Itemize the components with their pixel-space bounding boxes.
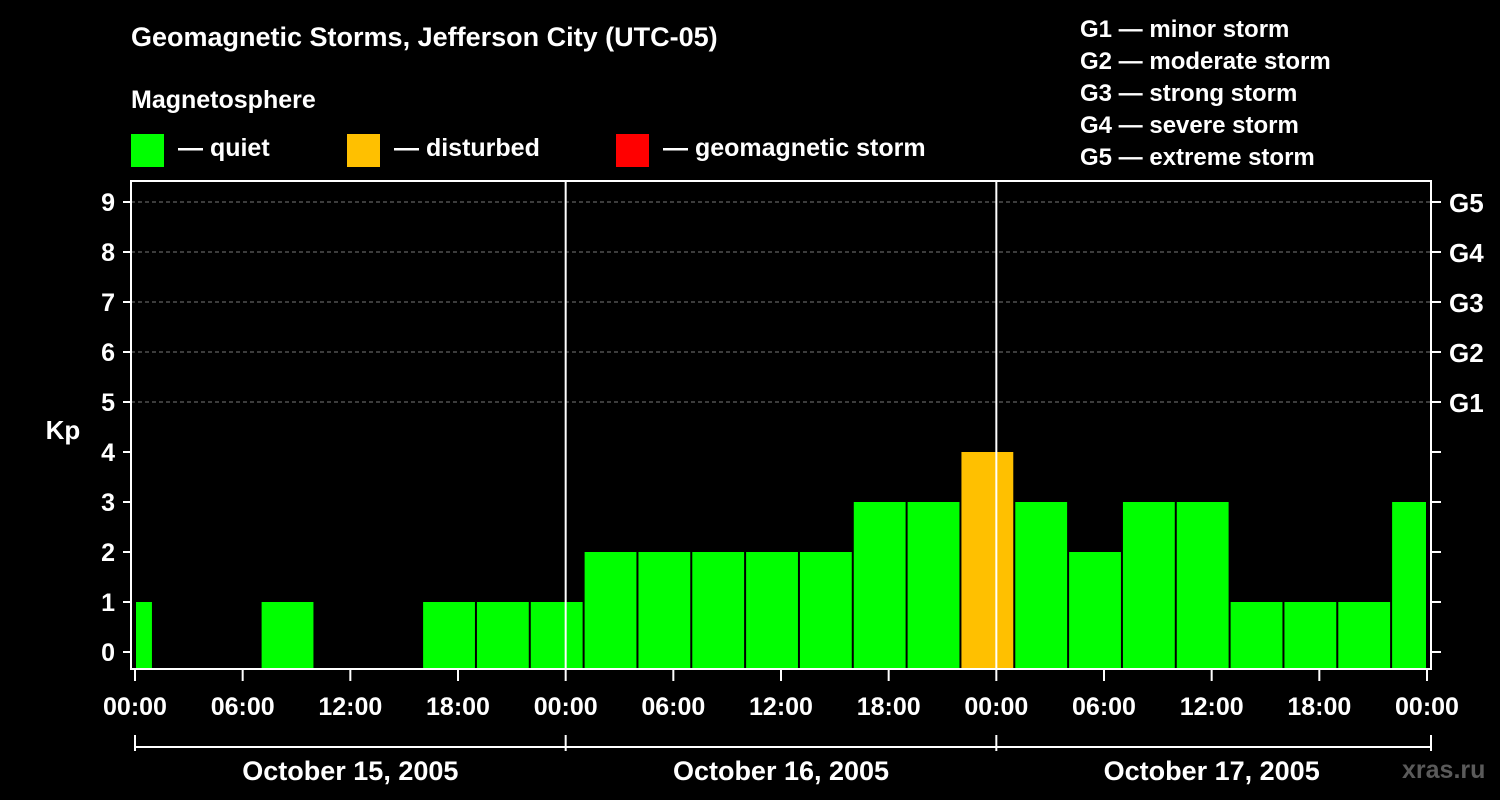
x-tick-label-8: 00:00 [964, 693, 1028, 721]
x-tick-label-12: 00:00 [1395, 693, 1459, 721]
g-level-label-G4: G4 [1449, 238, 1484, 268]
y-tick-label-1: 1 [101, 589, 115, 617]
x-tick-label-2: 12:00 [318, 693, 382, 721]
legend-label-disturbed: — disturbed [394, 134, 540, 162]
y-tick-label-7: 7 [101, 289, 115, 317]
g-scale-legend: G1 — minor storm G2 — moderate storm G3 … [1080, 14, 1331, 174]
legend-item-disturbed: — disturbed [347, 134, 587, 168]
bar-kp-4 [530, 602, 583, 669]
x-tick-label-7: 18:00 [857, 693, 921, 721]
g-scale-g3: G3 — strong storm [1080, 80, 1298, 107]
legend-item-storm: — geomagnetic storm [616, 134, 956, 168]
x-tick-label-0: 00:00 [103, 693, 167, 721]
bar-kp-10 [853, 502, 906, 669]
bar-kp-11 [907, 502, 960, 669]
magnetosphere-label: Magnetosphere [131, 86, 316, 114]
g-level-label-G2: G2 [1449, 338, 1484, 368]
bar-kp-19 [1338, 602, 1391, 669]
legend-swatch-disturbed [347, 134, 380, 167]
y-tick-label-8: 8 [101, 239, 115, 267]
y-tick-label-6: 6 [101, 339, 115, 367]
x-tick-label-6: 12:00 [749, 693, 813, 721]
date-label-0: October 15, 2005 [242, 756, 458, 786]
watermark: xras.ru [1402, 756, 1486, 784]
y-axis-label: Kp [46, 415, 81, 445]
date-label-1: October 16, 2005 [673, 756, 889, 786]
bar-kp-1 [261, 602, 314, 669]
bar-kp-8 [746, 552, 798, 669]
bar-kp-2 [423, 602, 475, 669]
y-tick-label-2: 2 [101, 539, 115, 567]
x-tick-label-9: 06:00 [1072, 693, 1136, 721]
g-level-label-G1: G1 [1449, 388, 1484, 418]
x-tick-label-4: 00:00 [534, 693, 598, 721]
g-scale-g5: G5 — extreme storm [1080, 144, 1315, 171]
bar-kp-20 [1392, 502, 1426, 669]
bar-kp-12 [961, 452, 1014, 669]
bar-kp-16 [1176, 502, 1229, 669]
x-tick-label-3: 18:00 [426, 693, 490, 721]
legend-swatch-quiet [131, 134, 164, 167]
bar-kp-17 [1230, 602, 1283, 669]
bar-kp-0 [136, 602, 152, 669]
x-tick-label-10: 12:00 [1180, 693, 1244, 721]
y-tick-label-4: 4 [101, 439, 115, 467]
y-tick-label-0: 0 [101, 639, 115, 667]
x-tick-label-11: 18:00 [1287, 693, 1351, 721]
y-tick-label-5: 5 [101, 389, 115, 417]
bar-kp-5 [584, 552, 637, 669]
y-tick-label-9: 9 [101, 189, 115, 217]
legend-label-quiet: — quiet [178, 134, 270, 162]
g-level-label-G5: G5 [1449, 188, 1484, 218]
bar-kp-18 [1284, 602, 1337, 669]
bar-kp-13 [1015, 502, 1068, 669]
chart-title: Geomagnetic Storms, Jefferson City (UTC-… [131, 22, 718, 52]
bar-kp-7 [692, 552, 745, 669]
legend-item-quiet: — quiet [131, 134, 331, 168]
bar-kp-9 [799, 552, 852, 669]
x-tick-label-5: 06:00 [641, 693, 705, 721]
g-level-label-G3: G3 [1449, 288, 1484, 318]
x-tick-label-1: 06:00 [211, 693, 275, 721]
legend-label-storm: — geomagnetic storm [663, 134, 926, 162]
g-scale-g1: G1 — minor storm [1080, 16, 1290, 43]
date-label-2: October 17, 2005 [1104, 756, 1320, 786]
bar-kp-6 [638, 552, 691, 669]
legend-swatch-storm [616, 134, 649, 167]
bar-kp-14 [1069, 552, 1121, 669]
y-tick-label-3: 3 [101, 489, 115, 517]
g-scale-g4: G4 — severe storm [1080, 112, 1299, 139]
bar-kp-3 [476, 602, 529, 669]
bar-kp-15 [1122, 502, 1175, 669]
g-scale-g2: G2 — moderate storm [1080, 48, 1331, 75]
